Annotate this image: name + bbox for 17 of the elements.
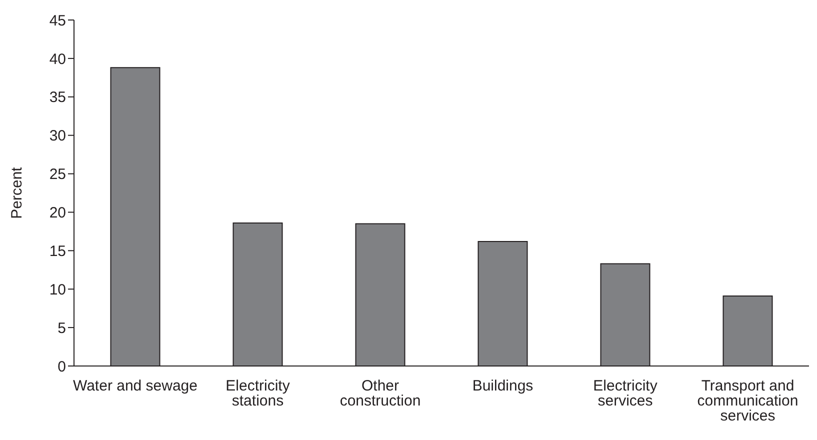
y-tick-label: 40 [49, 50, 66, 68]
y-tick-label: 30 [49, 128, 66, 145]
x-tick-label: Electricity services [593, 378, 658, 410]
y-tick-label: 0 [58, 358, 66, 376]
y-tick-label: 10 [49, 281, 66, 298]
x-tick-label: Water and sewage [72, 378, 198, 395]
y-tick-label: 45 [49, 12, 66, 30]
y-tick-label: 25 [49, 166, 66, 184]
y-tick-label: 20 [49, 204, 66, 222]
x-tick-label: Electricity stations [226, 378, 290, 410]
x-tick-label: Other construction [340, 378, 421, 410]
y-tick-label: 5 [58, 320, 66, 337]
y-tick-label: 35 [49, 89, 66, 106]
x-tick-label: Transport and communication services [697, 378, 798, 425]
y-tick-label: 15 [49, 242, 66, 260]
x-tick-label: Buildings [472, 378, 534, 395]
y-axis-title: Percent [8, 166, 26, 219]
